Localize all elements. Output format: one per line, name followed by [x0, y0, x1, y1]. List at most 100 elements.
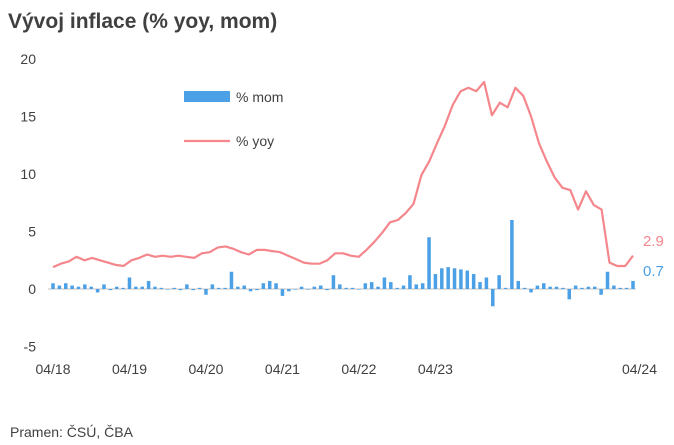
legend: % mom % yoy — [184, 89, 283, 149]
mom-bar — [408, 275, 412, 289]
mom-bar — [178, 289, 183, 291]
mom-bar — [153, 286, 157, 289]
x-tick-label: 04/21 — [265, 361, 300, 377]
mom-bar — [89, 286, 93, 289]
mom-bar — [580, 287, 584, 289]
mom-bar — [510, 220, 514, 289]
mom-bar — [363, 283, 368, 289]
chart-title: Vývoj inflace (% yoy, mom) — [8, 10, 278, 33]
mom-bar — [134, 286, 138, 289]
y-tick-label: -5 — [24, 339, 37, 355]
mom-bar — [216, 287, 221, 289]
mom-bar — [261, 283, 266, 289]
mom-bar — [516, 280, 521, 289]
mom-bar — [593, 286, 597, 289]
mom-bar — [159, 287, 164, 289]
mom-bar — [108, 289, 113, 291]
mom-bars — [51, 220, 635, 307]
mom-bar — [497, 275, 501, 289]
mom-bar — [191, 289, 195, 291]
mom-bar — [561, 287, 565, 289]
mom-bar — [357, 289, 361, 290]
mom-bar — [331, 275, 336, 289]
mom-bar — [344, 287, 348, 289]
mom-bar — [248, 289, 253, 292]
mom-bar — [287, 289, 291, 292]
mom-bar — [140, 286, 144, 289]
mom-bar — [293, 289, 297, 290]
mom-bar — [605, 271, 610, 289]
mom-bar — [452, 268, 457, 289]
legend-mom-label: % mom — [236, 89, 283, 105]
mom-bar — [612, 285, 616, 289]
end-label-yoy: 2.9 — [643, 233, 664, 250]
legend-mom-swatch — [184, 91, 230, 102]
y-tick-label: 0 — [28, 281, 36, 297]
x-tick-label: 04/23 — [418, 361, 453, 377]
end-label-mom: 0.7 — [643, 263, 664, 280]
mom-bar — [318, 285, 323, 289]
mom-bar — [325, 289, 329, 291]
x-tick-label: 04/24 — [622, 361, 657, 377]
mom-bar — [165, 289, 170, 290]
mom-bar — [446, 267, 450, 289]
mom-bar — [376, 286, 380, 289]
mom-bar — [503, 287, 508, 289]
mom-bar — [127, 277, 132, 289]
mom-bar — [312, 286, 317, 289]
mom-bar — [63, 283, 68, 289]
mom-bar — [70, 285, 74, 289]
mom-bar — [369, 282, 374, 289]
mom-bar — [76, 286, 81, 289]
mom-bar — [102, 284, 106, 289]
mom-bar — [280, 289, 285, 296]
mom-bar — [51, 283, 55, 289]
mom-bar — [599, 289, 603, 295]
mom-bar — [471, 274, 476, 289]
mom-bar — [121, 287, 125, 289]
mom-bar — [529, 289, 533, 293]
y-axis-ticks: -5 0 5 10 15 20 — [20, 51, 36, 355]
mom-bar — [573, 285, 578, 289]
mom-bar — [382, 277, 387, 289]
mom-bar — [146, 280, 151, 289]
mom-bar — [522, 287, 527, 289]
mom-bar — [548, 286, 552, 289]
x-axis-ticks: 04/18 04/19 04/20 04/21 04/22 04/23 04/24 — [35, 361, 657, 377]
mom-bar — [114, 286, 119, 289]
mom-bar — [484, 277, 489, 289]
mom-bar — [535, 285, 540, 289]
x-tick-label: 04/19 — [112, 361, 147, 377]
mom-bar — [57, 285, 62, 289]
mom-bar — [586, 286, 591, 289]
mom-bar — [459, 269, 463, 289]
mom-bar — [204, 289, 208, 295]
x-tick-label: 04/22 — [341, 361, 376, 377]
mom-bar — [395, 287, 399, 289]
mom-bar — [197, 287, 202, 289]
mom-bar — [267, 280, 272, 289]
mom-bar — [229, 271, 234, 289]
mom-bar — [427, 237, 431, 289]
mom-bar — [631, 280, 635, 289]
mom-bar — [542, 283, 546, 289]
mom-bar — [210, 284, 215, 289]
mom-bar — [554, 286, 559, 289]
mom-bar — [433, 274, 438, 289]
mom-bar — [389, 282, 393, 289]
mom-bar — [491, 289, 495, 307]
x-tick-label: 04/20 — [188, 361, 223, 377]
mom-bar — [274, 283, 278, 289]
mom-bar — [567, 289, 572, 300]
y-tick-label: 10 — [20, 166, 36, 182]
mom-bar — [223, 287, 227, 289]
mom-bar — [299, 286, 304, 289]
mom-bar — [236, 286, 240, 289]
mom-bar — [420, 283, 425, 289]
mom-bar — [306, 289, 310, 290]
y-tick-label: 20 — [20, 51, 36, 67]
mom-bar — [618, 287, 623, 289]
mom-bar — [465, 270, 470, 289]
mom-bar — [172, 287, 176, 289]
